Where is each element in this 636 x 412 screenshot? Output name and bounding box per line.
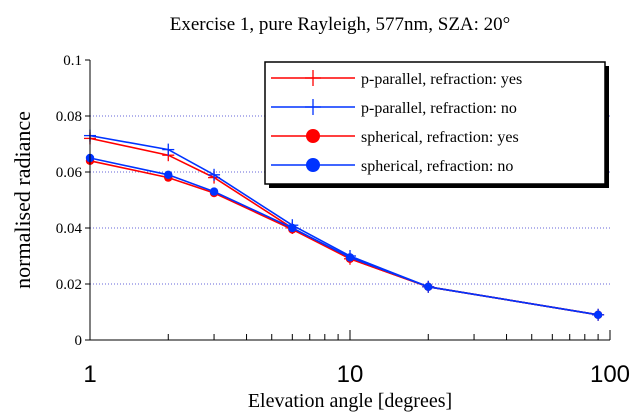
legend-label: p-parallel, refraction: yes (361, 71, 522, 88)
legend-entry-0: p-parallel, refraction: yes (271, 70, 522, 88)
y-axis-label: normalised radiance (10, 111, 35, 289)
legend: p-parallel, refraction: yes p-parallel, r… (264, 61, 609, 188)
y-tick-label: 0.06 (56, 165, 83, 181)
y-tick-label: 0.04 (56, 221, 83, 237)
data-point (208, 168, 221, 181)
legend-entry-3: spherical, refraction: no (271, 158, 513, 175)
data-point (593, 310, 603, 319)
x-tick-label: 1 (83, 361, 96, 388)
x-tick-label: 100 (590, 361, 630, 388)
chart-title: Exercise 1, pure Rayleigh, 577nm, SZA: 2… (170, 14, 511, 35)
axes (85, 59, 611, 341)
y-tick-label: 0.02 (56, 277, 82, 293)
y-tick-label: 0 (75, 333, 83, 349)
y-tick-label: 0.08 (56, 109, 82, 125)
legend-entry-2: spherical, refraction: yes (271, 129, 519, 146)
tick-labels: 0 0.02 0.04 0.06 0.08 0.1 1 10 100 (56, 53, 630, 388)
legend-label: p-parallel, refraction: no (361, 100, 517, 117)
legend-marker (306, 129, 320, 143)
data-point (164, 170, 173, 179)
legend-marker (306, 158, 320, 172)
series-3 (85, 153, 603, 319)
legend-entry-1: p-parallel, refraction: no (271, 99, 517, 117)
series-layer (84, 129, 605, 321)
legend-box (264, 61, 606, 185)
data-point (424, 282, 433, 291)
data-point (345, 253, 355, 262)
legend-label: spherical, refraction: no (361, 158, 513, 175)
data-point (162, 143, 175, 156)
x-axis-label: Elevation angle [degrees] (248, 390, 452, 412)
data-point (288, 223, 297, 233)
data-point (209, 187, 219, 196)
legend-label: spherical, refraction: yes (361, 129, 519, 146)
y-tick-label: 0.1 (63, 53, 82, 69)
x-tick-label: 10 (337, 361, 364, 388)
